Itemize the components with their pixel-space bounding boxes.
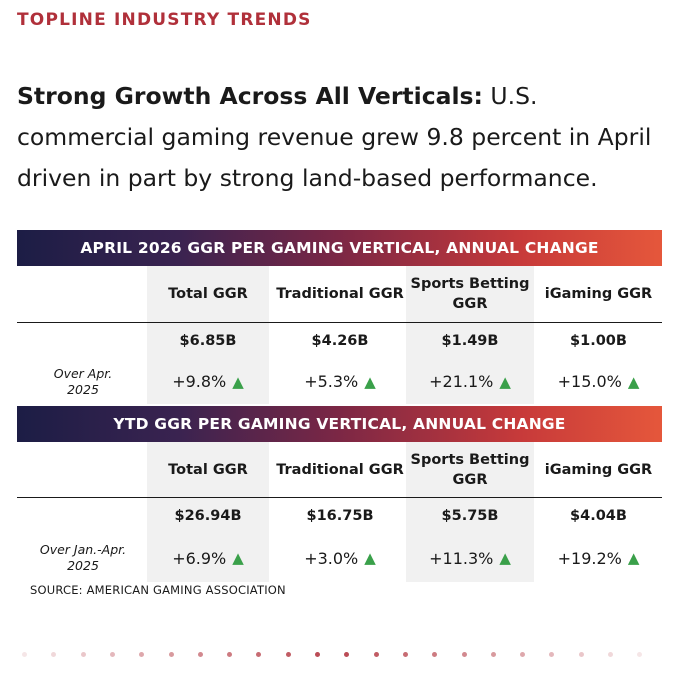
- page-dot: [197, 652, 203, 657]
- page-dot: [227, 652, 233, 657]
- col-header-total: Total GGR: [147, 266, 269, 322]
- page-dot: [578, 652, 584, 657]
- page-indicator-dots: [22, 652, 672, 658]
- change-value: +11.3%: [429, 548, 494, 568]
- page-dot: [520, 652, 526, 657]
- value-traditional: $4.26B: [311, 333, 369, 349]
- col-header-traditional: Traditional GGR: [276, 461, 404, 478]
- table-divider: [17, 497, 662, 498]
- up-arrow-icon: ▲: [627, 372, 640, 391]
- page-dot: [637, 652, 643, 657]
- change-sports: +21.1% ▲: [406, 359, 534, 404]
- col-header-traditional: Traditional GGR: [276, 286, 404, 302]
- change-total: +6.9% ▲: [147, 534, 269, 582]
- headline-bold: Strong Growth Across All Verticals:: [17, 82, 483, 110]
- headline: Strong Growth Across All Verticals: U.S.…: [17, 76, 657, 199]
- headline-text: U.S. commercial gaming revenue grew 9.8 …: [17, 82, 652, 192]
- change-traditional: +5.3% ▲: [275, 359, 405, 404]
- change-traditional: +3.0% ▲: [275, 534, 405, 582]
- page-dot: [402, 652, 408, 657]
- table-title: YTD GGR PER GAMING VERTICAL, ANNUAL CHAN…: [17, 406, 662, 442]
- col-header-sports: Sports Betting GGR: [406, 266, 534, 322]
- page-dot: [285, 652, 291, 657]
- change-value: +6.9%: [172, 548, 227, 568]
- value-traditional: $16.75B: [306, 508, 374, 524]
- change-igaming: +15.0% ▲: [535, 359, 662, 404]
- col-header-total: Total GGR: [147, 442, 269, 497]
- page-dot: [373, 652, 379, 657]
- up-arrow-icon: ▲: [499, 372, 511, 391]
- up-arrow-icon: ▲: [232, 549, 244, 567]
- up-arrow-icon: ▲: [364, 372, 376, 391]
- page-dot: [256, 652, 262, 657]
- up-arrow-icon: ▲: [627, 549, 640, 567]
- value-igaming: $1.00B: [570, 333, 627, 349]
- section-label: TOPLINE INDUSTRY TRENDS: [17, 10, 312, 30]
- col-header-igaming: iGaming GGR: [544, 286, 653, 302]
- page-dot: [109, 652, 115, 657]
- col-header-igaming: iGaming GGR: [544, 461, 653, 478]
- page-dot: [315, 652, 320, 657]
- page-dot: [51, 652, 57, 657]
- change-value: +9.8%: [172, 372, 227, 391]
- table-divider: [17, 322, 662, 323]
- value-sports: $1.49B: [406, 323, 534, 359]
- change-sports: +11.3% ▲: [406, 534, 534, 582]
- change-igaming: +19.2% ▲: [535, 534, 662, 582]
- col-header-sports: Sports Betting GGR: [406, 442, 534, 497]
- source-note: SOURCE: AMERICAN GAMING ASSOCIATION: [30, 583, 286, 597]
- april-ggr-table: APRIL 2026 GGR PER GAMING VERTICAL, ANNU…: [17, 230, 662, 408]
- page-dot: [168, 652, 174, 657]
- value-sports: $5.75B: [406, 498, 534, 534]
- page-dot: [80, 652, 86, 657]
- page-dot: [549, 652, 555, 657]
- page-dot: [490, 652, 496, 657]
- page-dot: [344, 652, 350, 657]
- page-dot: [608, 652, 613, 657]
- table-title: APRIL 2026 GGR PER GAMING VERTICAL, ANNU…: [17, 230, 662, 266]
- row-label: Over Apr. 2025: [53, 365, 113, 397]
- change-value: +5.3%: [304, 372, 359, 391]
- change-value: +3.0%: [304, 548, 359, 568]
- ytd-ggr-table: YTD GGR PER GAMING VERTICAL, ANNUAL CHAN…: [17, 406, 662, 582]
- value-igaming: $4.04B: [570, 508, 627, 524]
- change-total: +9.8% ▲: [147, 359, 269, 404]
- change-value: +21.1%: [429, 372, 494, 391]
- value-total: $6.85B: [147, 323, 269, 359]
- value-total: $26.94B: [147, 498, 269, 534]
- up-arrow-icon: ▲: [232, 372, 244, 391]
- page-dot: [461, 652, 467, 657]
- change-value: +19.2%: [557, 548, 622, 568]
- change-value: +15.0%: [557, 372, 622, 391]
- row-label: Over Jan.-Apr. 2025: [39, 542, 127, 573]
- page-dot: [22, 652, 27, 657]
- up-arrow-icon: ▲: [364, 549, 376, 567]
- page-dot: [432, 652, 438, 657]
- page-dot: [139, 652, 145, 657]
- up-arrow-icon: ▲: [499, 549, 511, 567]
